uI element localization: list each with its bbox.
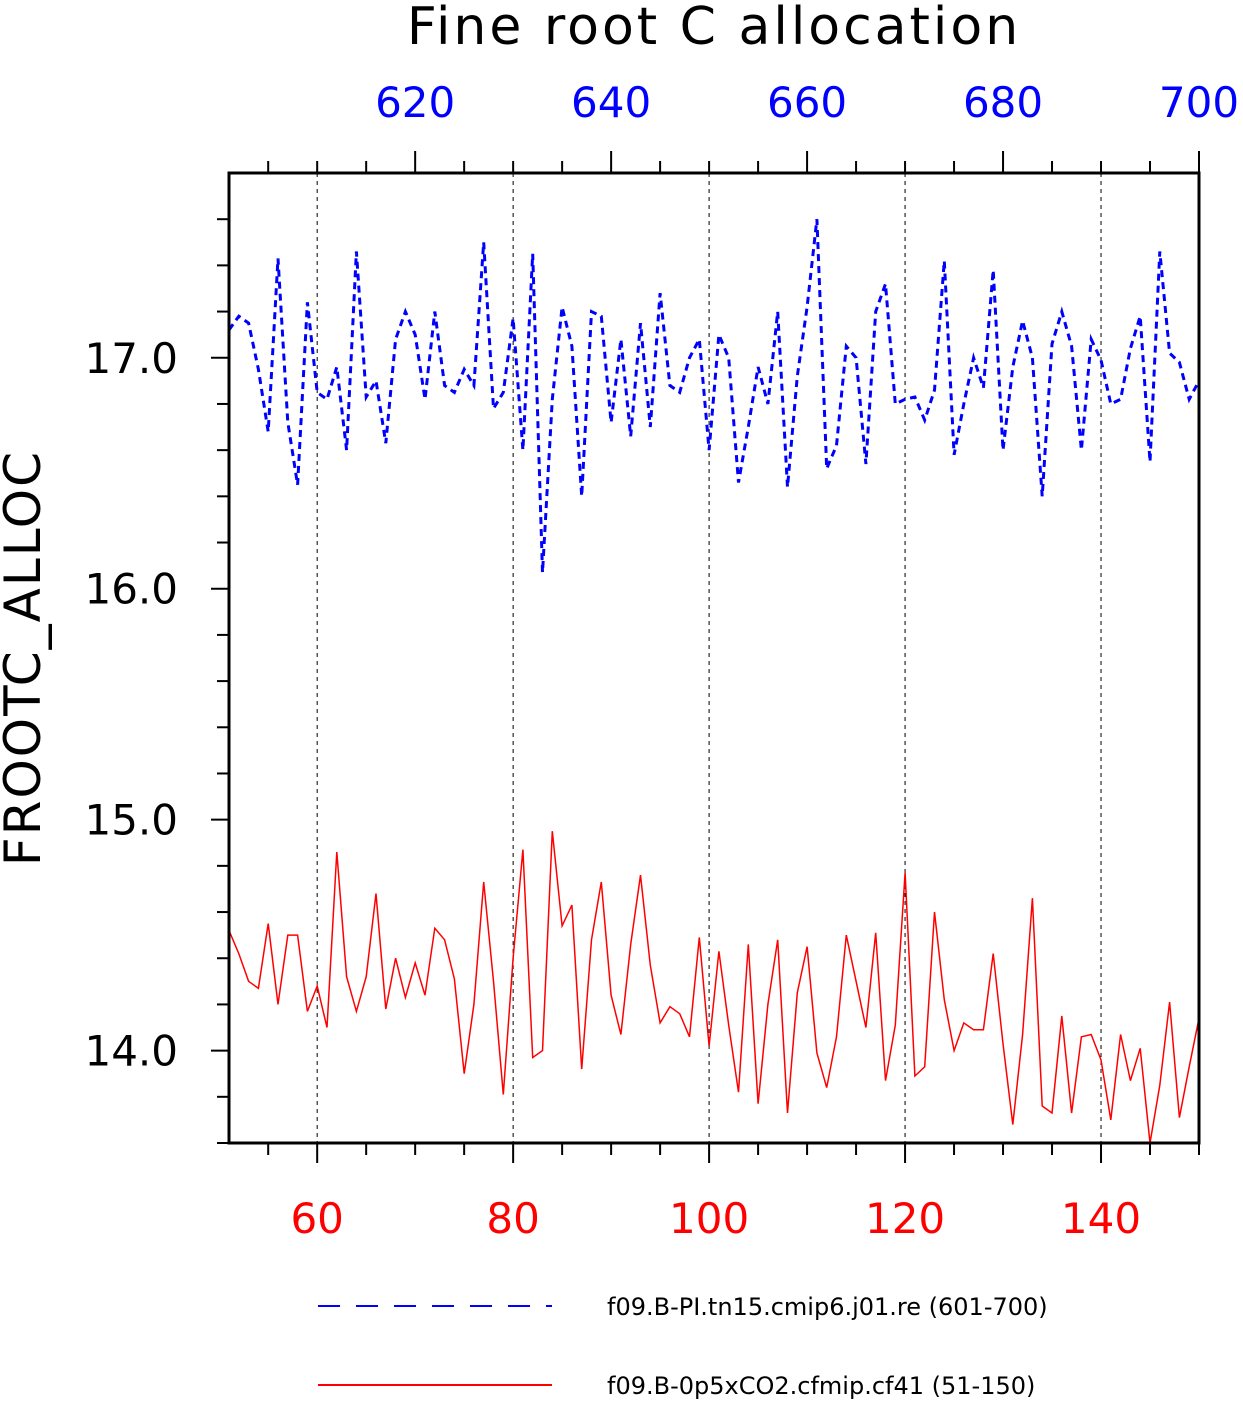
legend: f09.B-PI.tn15.cmip6.j01.re (601-700) f09…: [318, 1293, 1048, 1400]
bottom-tick-label-120: 120: [865, 1194, 945, 1243]
bottom-tick-label-80: 80: [486, 1194, 539, 1243]
bottom-tick-label-100: 100: [669, 1194, 749, 1243]
series-line-2: [228, 831, 1200, 1144]
y-tick-label-17.0: 17.0: [84, 334, 178, 383]
series-line-1: [227, 219, 1201, 573]
bottom-tick-label-60: 60: [290, 1194, 343, 1243]
legend-label-series-2: f09.B-0p5xCO2.cfmip.cf41 (51-150): [607, 1372, 1035, 1400]
axis-tick-labels: 60 80 100 120 140 620 640 660 680 700 14.0 15.0 16.0…: [84, 78, 1239, 1243]
top-tick-label-700: 700: [1159, 78, 1239, 127]
top-tick-label-620: 620: [375, 78, 455, 127]
chart-title: Fine root C allocation: [407, 0, 1021, 57]
bottom-tick-label-140: 140: [1061, 1194, 1141, 1243]
y-tick-label-16.0: 16.0: [84, 565, 178, 614]
y-tick-label-15.0: 15.0: [84, 796, 178, 845]
top-tick-label-640: 640: [571, 78, 651, 127]
top-tick-label-680: 680: [963, 78, 1043, 127]
series-lines: [227, 219, 1201, 1144]
axis-ticks: [211, 151, 1200, 1163]
gridlines: [316, 173, 1102, 1143]
y-axis-label: FROOTC_ALLOC: [0, 450, 52, 866]
top-tick-label-660: 660: [767, 78, 847, 127]
legend-label-series-1: f09.B-PI.tn15.cmip6.j01.re (601-700): [607, 1293, 1048, 1321]
y-tick-label-14.0: 14.0: [84, 1027, 178, 1076]
plot-frame: [227, 171, 1201, 1145]
